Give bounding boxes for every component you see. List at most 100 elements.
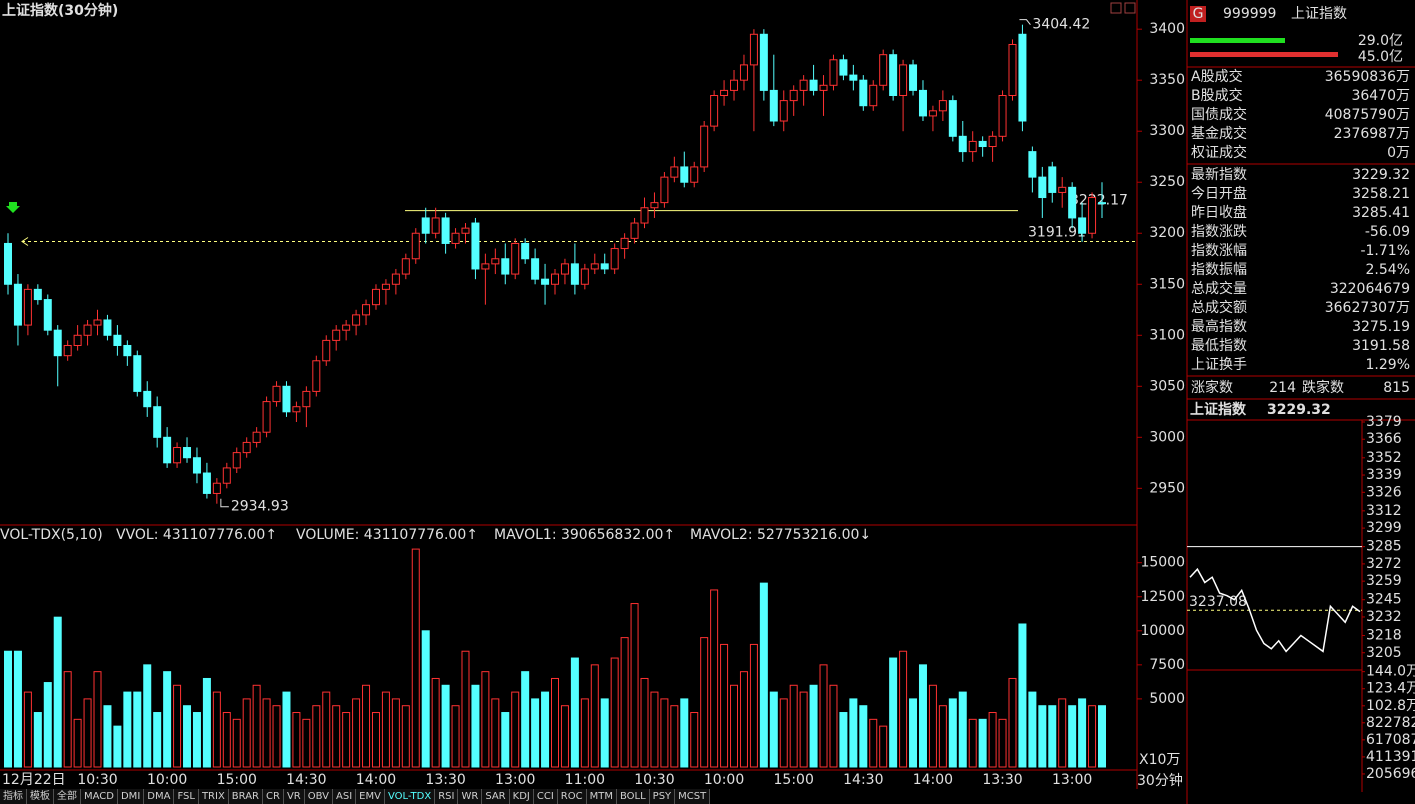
turnover-bar [1190,38,1285,43]
toolbar-tab[interactable]: DMI [118,789,145,804]
volume-bar [610,657,619,768]
volume-bar [879,725,888,768]
volume-bar [1028,691,1037,768]
volume-bar [859,705,868,768]
toolbar-tab[interactable]: EMV [356,789,385,804]
row-label: B股成交 [1191,87,1243,104]
toolbar-tab[interactable]: 模板 [27,789,54,804]
toolbar-tab[interactable]: CCI [534,789,558,804]
toolbar-tab[interactable]: WR [458,789,483,804]
candle-body [491,258,500,265]
toolbar-tab[interactable]: DMA [144,789,175,804]
candle-body [710,95,719,127]
badge: G [1193,6,1204,22]
candle-body [391,273,400,285]
window-button[interactable] [1124,2,1136,14]
row-label: 上证换手 [1191,356,1247,373]
candle-body [640,207,649,224]
x-tick-label: 13:00 [495,772,535,788]
toolbar-tab[interactable]: 全部 [54,789,81,804]
candle-body [570,263,579,285]
volume-bar [521,671,530,768]
row-value: 36470万 [1351,88,1410,104]
candle-body [202,472,211,494]
y2-tick-label: 123.4万 [1366,681,1415,697]
toolbar-tab[interactable]: 指标 [0,789,27,804]
candle-body [749,33,758,66]
toolbar-tab[interactable]: MTM [587,789,617,804]
toolbar-tab[interactable]: VR [284,789,305,804]
row-value: 36627307万 [1325,300,1410,316]
toolbar-tab[interactable]: MCST [675,789,711,804]
volume-bar [909,698,918,768]
row-value: 40875790万 [1325,107,1410,123]
candle-body [600,263,609,270]
volume-bar [998,718,1007,768]
candle-body [183,447,192,459]
volume-bar [262,698,271,768]
breadth-label: 涨家数 [1191,379,1233,396]
volume-bar [620,637,629,768]
volume-bar [471,684,480,768]
volume-bar [531,698,540,768]
volume-bar [1038,705,1047,768]
volume-bar [1048,705,1057,768]
toolbar-tab[interactable]: ROC [558,789,587,804]
candle-body [789,89,798,102]
toolbar-tab[interactable]: PSY [650,789,676,804]
candle-body [4,242,12,285]
candle-body [839,59,848,76]
volume-bar [272,705,281,768]
volume-bar [819,664,828,768]
volume-bar [501,712,510,768]
toolbar-tab[interactable]: SAR [482,789,510,804]
chart-title: 上证指数(30分钟) [2,2,118,19]
y-tick-label: 3259 [1366,573,1402,589]
toolbar-tab[interactable]: MACD [81,789,118,804]
toolbar-tab[interactable]: RSI [435,789,459,804]
breadth-value: 815 [1383,380,1410,396]
y2-tick-label: 144.0万 [1366,664,1415,680]
toolbar-tab[interactable]: BOLL [617,789,650,804]
toolbar-tab[interactable]: VOL-TDX [385,789,436,804]
row-value: 3229.32 [1352,167,1410,183]
indicator-title: VOL-TDX(5,10) [0,527,103,543]
candle-body [212,482,221,494]
candle-body [352,314,361,326]
toolbar-tab[interactable]: ASI [333,789,357,804]
toolbar-tab[interactable]: FSL [174,789,199,804]
x-tick-label: 14:00 [356,772,396,788]
volume-bar [352,698,361,768]
toolbar-tab[interactable]: KDJ [510,789,534,804]
candle-body [252,431,261,443]
toolbar-tab[interactable]: TRIX [199,789,229,804]
unit-label: X10万 [1139,752,1180,768]
row-label: 指数涨跌 [1191,224,1247,240]
volume-bar [73,718,82,768]
toolbar-tab[interactable]: BRAR [229,789,263,804]
candle-body [1018,33,1027,122]
toolbar-tab[interactable]: OBV [305,789,333,804]
row-label: 总成交额 [1191,299,1247,316]
volume-bar [948,698,957,768]
volume-bar [700,637,709,768]
x-tick-label: 10:00 [147,772,187,788]
y-tick-label: 3299 [1366,520,1402,536]
turnover-label: 45.0亿 [1358,49,1403,65]
turnover-bar [1190,52,1338,57]
candle-body [163,436,172,464]
x-tick-label: 15:00 [774,772,814,788]
window-button[interactable] [1110,2,1122,14]
volume-bar [13,650,22,768]
volume-bar [93,671,102,768]
signal-arrow [6,202,20,213]
row-value: 3191.58 [1352,338,1410,354]
y-tick-label: 3339 [1366,467,1402,483]
breadth-value: 214 [1269,380,1296,396]
volume-bar [461,650,470,768]
toolbar-tab[interactable]: CR [263,789,284,804]
y-tick-label: 3366 [1366,431,1402,447]
y-tick-label: 3379 [1366,414,1402,430]
candle-body [282,385,291,413]
